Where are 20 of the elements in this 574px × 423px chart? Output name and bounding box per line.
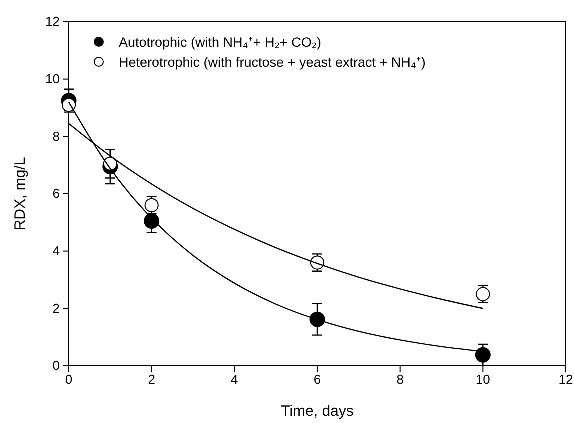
x-tick-label: 0 bbox=[65, 372, 73, 388]
x-tick-label: 12 bbox=[558, 372, 574, 388]
y-tick-label: 2 bbox=[52, 300, 60, 316]
legend-label: Autotrophic (with NH₄⁺+ H₂+ CO₂) bbox=[119, 35, 322, 50]
x-tick-label: 2 bbox=[148, 372, 156, 388]
x-axis-title: Time, days bbox=[281, 403, 354, 420]
y-tick-label: 8 bbox=[52, 128, 60, 144]
point bbox=[476, 287, 490, 302]
y-tick-label: 12 bbox=[46, 14, 60, 30]
y-axis-title: RDX, mg/L bbox=[12, 157, 29, 231]
x-tick-label: 6 bbox=[314, 372, 322, 388]
y-tick-label: 10 bbox=[46, 71, 60, 86]
y-tick-label: 6 bbox=[52, 186, 60, 202]
y-tick-label: 4 bbox=[52, 243, 60, 258]
x-tick-label: 8 bbox=[396, 372, 404, 388]
legend-label: Heterotrophic (with fructose + yeast extract + NH₄⁺) bbox=[119, 55, 426, 70]
y-tick-label: 0 bbox=[52, 358, 60, 374]
x-tick-label: 4 bbox=[231, 372, 238, 388]
point bbox=[475, 347, 491, 363]
x-tick-label: 10 bbox=[476, 372, 490, 388]
